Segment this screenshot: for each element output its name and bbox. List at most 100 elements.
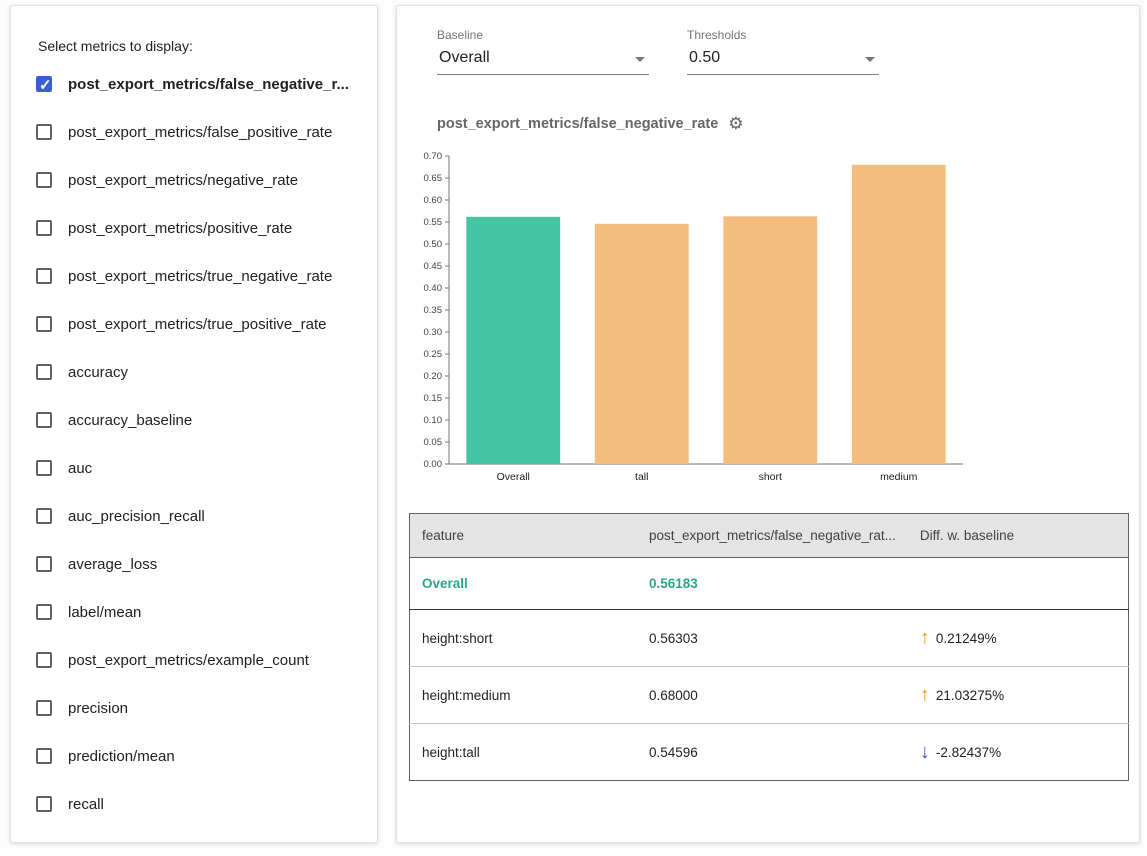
metric-item-false-positive-rate[interactable]: post_export_metrics/false_positive_rate bbox=[36, 108, 363, 156]
metric-item-positive-rate[interactable]: post_export_metrics/positive_rate bbox=[36, 204, 363, 252]
svg-text:0.70: 0.70 bbox=[424, 151, 443, 162]
metric-item-accuracy-baseline[interactable]: accuracy_baseline bbox=[36, 396, 363, 444]
metric-item-example-count[interactable]: post_export_metrics/example_count bbox=[36, 636, 363, 684]
thresholds-select[interactable]: 0.50 bbox=[687, 47, 879, 75]
svg-text:0.25: 0.25 bbox=[424, 349, 443, 360]
svg-text:0.05: 0.05 bbox=[424, 437, 443, 448]
chevron-down-icon bbox=[635, 57, 645, 62]
feature-cell: Overall bbox=[410, 558, 637, 610]
metric-item-prediction-mean[interactable]: prediction/mean bbox=[36, 732, 363, 780]
metric-item-label: prediction/mean bbox=[68, 748, 175, 765]
column-header-diff: Diff. w. baseline bbox=[908, 514, 1129, 558]
checkbox-icon[interactable] bbox=[36, 124, 52, 140]
table-row[interactable]: height:short 0.56303 ↑ 0.21249% bbox=[410, 610, 1129, 667]
svg-text:tall: tall bbox=[635, 471, 648, 483]
diff-value: 21.03275% bbox=[936, 688, 1004, 703]
diff-value: 0.21249% bbox=[936, 631, 997, 646]
metric-item-true-negative-rate[interactable]: post_export_metrics/true_negative_rate bbox=[36, 252, 363, 300]
settings-gear-icon[interactable]: ⚙ bbox=[728, 115, 743, 132]
metric-item-label: accuracy bbox=[68, 364, 128, 381]
metric-item-label: recall bbox=[68, 796, 104, 813]
metric-item-label: auc bbox=[68, 460, 92, 477]
baseline-select[interactable]: Overall bbox=[437, 47, 649, 75]
table-row[interactable]: height:tall 0.54596 ↓ -2.82437% bbox=[410, 724, 1129, 781]
svg-text:0.55: 0.55 bbox=[424, 217, 443, 228]
value-cell: 0.54596 bbox=[637, 724, 908, 781]
feature-cell: height:medium bbox=[410, 667, 637, 724]
checkbox-icon[interactable] bbox=[36, 172, 52, 188]
svg-text:0.45: 0.45 bbox=[424, 261, 443, 272]
column-header-metric: post_export_metrics/false_negative_rat..… bbox=[637, 514, 908, 558]
checkbox-icon[interactable] bbox=[36, 268, 52, 284]
value-cell: 0.56303 bbox=[637, 610, 908, 667]
bar-tall[interactable] bbox=[595, 224, 689, 464]
value-cell: 0.68000 bbox=[637, 667, 908, 724]
svg-text:0.30: 0.30 bbox=[424, 327, 443, 338]
svg-text:0.10: 0.10 bbox=[424, 415, 443, 426]
metric-visualization-panel: Baseline Overall Thresholds 0.50 post_ex… bbox=[396, 5, 1140, 843]
metric-item-label-mean[interactable]: label/mean bbox=[36, 588, 363, 636]
metric-item-average-loss[interactable]: average_loss bbox=[36, 540, 363, 588]
checkbox-icon[interactable] bbox=[36, 604, 52, 620]
thresholds-label: Thresholds bbox=[687, 28, 879, 42]
bar-chart: 0.000.050.100.150.200.250.300.350.400.45… bbox=[403, 142, 1139, 499]
bar-Overall[interactable] bbox=[466, 217, 560, 464]
checkbox-icon[interactable] bbox=[36, 364, 52, 380]
thresholds-field: Thresholds 0.50 bbox=[687, 28, 879, 75]
checkbox-checked-icon[interactable] bbox=[36, 76, 52, 92]
table-row[interactable]: height:medium 0.68000 ↑ 21.03275% bbox=[410, 667, 1129, 724]
thresholds-selected-value: 0.50 bbox=[689, 49, 720, 66]
svg-text:medium: medium bbox=[880, 471, 918, 483]
chart-title: post_export_metrics/false_negative_rate bbox=[437, 116, 718, 132]
feature-cell: height:short bbox=[410, 610, 637, 667]
diff-cell: ↓ -2.82437% bbox=[908, 724, 1129, 781]
metric-item-label: post_export_metrics/true_positive_rate bbox=[68, 316, 326, 333]
checkbox-icon[interactable] bbox=[36, 220, 52, 236]
metric-item-label: label/mean bbox=[68, 604, 141, 621]
metric-item-false-negative-rate[interactable]: post_export_metrics/false_negative_r... bbox=[36, 60, 363, 108]
bar-medium[interactable] bbox=[852, 165, 946, 464]
svg-text:short: short bbox=[759, 471, 782, 483]
value-cell: 0.56183 bbox=[637, 558, 908, 610]
metric-item-label: post_export_metrics/example_count bbox=[68, 652, 309, 669]
trend-arrow-icon: ↓ bbox=[920, 742, 930, 762]
svg-text:0.15: 0.15 bbox=[424, 393, 443, 404]
metric-item-label: auc_precision_recall bbox=[68, 508, 205, 525]
svg-text:0.65: 0.65 bbox=[424, 173, 443, 184]
metric-item-auc[interactable]: auc bbox=[36, 444, 363, 492]
metric-item-label: post_export_metrics/true_negative_rate bbox=[68, 268, 332, 285]
svg-text:0.00: 0.00 bbox=[424, 459, 443, 470]
metric-item-label: post_export_metrics/false_negative_r... bbox=[68, 76, 349, 93]
metrics-table: feature post_export_metrics/false_negati… bbox=[409, 513, 1129, 781]
metric-selector-panel: Select metrics to display: post_export_m… bbox=[10, 5, 378, 843]
svg-text:Overall: Overall bbox=[497, 471, 530, 483]
checkbox-icon[interactable] bbox=[36, 796, 52, 812]
metric-item-true-positive-rate[interactable]: post_export_metrics/true_positive_rate bbox=[36, 300, 363, 348]
chart-header: post_export_metrics/false_negative_rate … bbox=[437, 115, 1139, 132]
metric-item-recall[interactable]: recall bbox=[36, 780, 363, 828]
metric-item-precision[interactable]: precision bbox=[36, 684, 363, 732]
svg-text:0.50: 0.50 bbox=[424, 239, 443, 250]
table-row[interactable]: Overall 0.56183 bbox=[410, 558, 1129, 610]
metric-selector-title: Select metrics to display: bbox=[38, 38, 363, 54]
metric-item-auc-precision-recall[interactable]: auc_precision_recall bbox=[36, 492, 363, 540]
checkbox-icon[interactable] bbox=[36, 316, 52, 332]
metric-item-label: average_loss bbox=[68, 556, 157, 573]
checkbox-icon[interactable] bbox=[36, 460, 52, 476]
checkbox-icon[interactable] bbox=[36, 748, 52, 764]
checkbox-icon[interactable] bbox=[36, 556, 52, 572]
trend-arrow-icon: ↑ bbox=[920, 628, 930, 648]
checkbox-icon[interactable] bbox=[36, 508, 52, 524]
checkbox-icon[interactable] bbox=[36, 700, 52, 716]
checkbox-icon[interactable] bbox=[36, 652, 52, 668]
metric-item-label: post_export_metrics/false_positive_rate bbox=[68, 124, 332, 141]
bar-short[interactable] bbox=[723, 216, 817, 464]
svg-text:0.35: 0.35 bbox=[424, 305, 443, 316]
baseline-selected-value: Overall bbox=[439, 49, 490, 66]
metric-item-accuracy[interactable]: accuracy bbox=[36, 348, 363, 396]
checkbox-icon[interactable] bbox=[36, 412, 52, 428]
diff-cell: ↑ 21.03275% bbox=[908, 667, 1129, 724]
svg-text:0.40: 0.40 bbox=[424, 283, 443, 294]
trend-arrow-icon: ↑ bbox=[920, 685, 930, 705]
metric-item-negative-rate[interactable]: post_export_metrics/negative_rate bbox=[36, 156, 363, 204]
